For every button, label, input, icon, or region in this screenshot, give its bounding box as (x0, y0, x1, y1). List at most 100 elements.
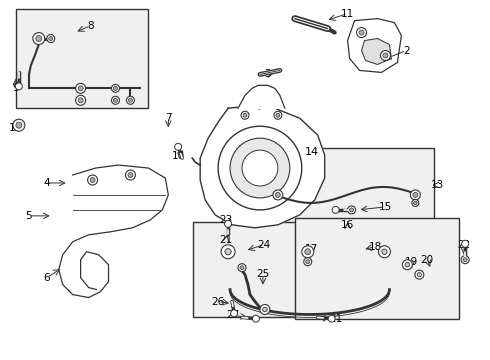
Circle shape (462, 240, 468, 247)
Circle shape (382, 249, 387, 255)
Text: 5: 5 (25, 211, 32, 221)
Circle shape (112, 84, 120, 92)
Circle shape (412, 199, 419, 206)
Circle shape (75, 95, 86, 105)
Text: 12: 12 (9, 123, 23, 133)
Text: 17: 17 (305, 244, 318, 254)
Text: 3: 3 (265, 69, 271, 80)
Circle shape (125, 170, 135, 180)
Bar (258, 148, 434, 228)
Circle shape (47, 35, 55, 42)
Circle shape (225, 249, 231, 255)
Text: 19: 19 (405, 257, 418, 267)
Circle shape (221, 245, 235, 259)
Circle shape (275, 193, 280, 197)
Circle shape (415, 270, 424, 279)
Circle shape (402, 260, 413, 270)
Circle shape (114, 86, 118, 90)
Circle shape (417, 273, 421, 276)
Text: 9: 9 (13, 84, 19, 93)
Text: 20: 20 (421, 255, 434, 265)
Circle shape (112, 96, 120, 104)
Circle shape (49, 37, 53, 41)
Circle shape (16, 122, 22, 128)
Circle shape (230, 138, 290, 198)
Circle shape (410, 190, 420, 200)
Circle shape (75, 84, 86, 93)
Circle shape (276, 113, 280, 117)
Circle shape (218, 126, 302, 210)
Circle shape (15, 83, 23, 90)
Circle shape (273, 190, 283, 200)
Polygon shape (238, 85, 285, 108)
Bar (193, 222, 300, 318)
Circle shape (90, 177, 95, 183)
Circle shape (36, 36, 42, 41)
Circle shape (304, 258, 312, 266)
Text: 2: 2 (403, 45, 410, 55)
Text: 22: 22 (458, 240, 471, 250)
Circle shape (238, 264, 246, 272)
Text: 23: 23 (220, 215, 233, 225)
Text: 6: 6 (44, 273, 50, 283)
Circle shape (252, 315, 259, 322)
Text: 4: 4 (44, 178, 50, 188)
Polygon shape (59, 165, 168, 298)
Circle shape (128, 98, 132, 102)
Circle shape (243, 113, 247, 117)
Text: 1: 1 (252, 98, 258, 108)
Text: 24: 24 (257, 240, 270, 250)
Text: 10: 10 (172, 151, 185, 161)
Circle shape (302, 246, 314, 258)
Text: 21: 21 (220, 235, 233, 245)
Circle shape (260, 305, 270, 315)
Circle shape (347, 206, 356, 214)
Circle shape (463, 258, 467, 262)
Circle shape (306, 260, 310, 264)
Text: 13: 13 (431, 180, 444, 190)
Circle shape (114, 98, 118, 102)
Text: 16: 16 (341, 220, 354, 230)
Circle shape (359, 30, 364, 35)
Circle shape (241, 111, 249, 119)
Circle shape (263, 307, 267, 312)
Circle shape (126, 96, 134, 104)
Circle shape (332, 206, 339, 213)
Circle shape (357, 28, 367, 37)
Circle shape (13, 119, 25, 131)
Circle shape (78, 86, 83, 91)
Text: 21: 21 (329, 314, 343, 324)
Circle shape (461, 256, 469, 264)
Text: 18: 18 (369, 242, 382, 252)
Circle shape (231, 310, 238, 317)
Circle shape (128, 172, 133, 177)
Circle shape (378, 246, 391, 258)
Circle shape (33, 32, 45, 45)
Circle shape (88, 175, 98, 185)
Bar (16, 9, 148, 108)
Text: 26: 26 (212, 297, 225, 306)
Circle shape (240, 266, 244, 270)
Text: 11: 11 (341, 9, 354, 19)
Circle shape (328, 315, 335, 322)
Polygon shape (347, 19, 401, 72)
Circle shape (242, 150, 278, 186)
Text: 7: 7 (165, 113, 172, 123)
Circle shape (405, 262, 410, 267)
Circle shape (174, 143, 182, 150)
Circle shape (380, 50, 391, 60)
Text: 14: 14 (305, 147, 319, 157)
Circle shape (383, 53, 388, 58)
Circle shape (224, 220, 232, 227)
Text: 25: 25 (256, 269, 270, 279)
Circle shape (414, 201, 417, 204)
Text: 8: 8 (87, 21, 94, 31)
Text: 15: 15 (379, 202, 392, 212)
Circle shape (349, 208, 354, 212)
Polygon shape (362, 39, 392, 64)
Polygon shape (200, 105, 325, 228)
Bar (295, 218, 459, 319)
Text: 27: 27 (226, 310, 240, 320)
Circle shape (305, 249, 311, 255)
Circle shape (274, 111, 282, 119)
